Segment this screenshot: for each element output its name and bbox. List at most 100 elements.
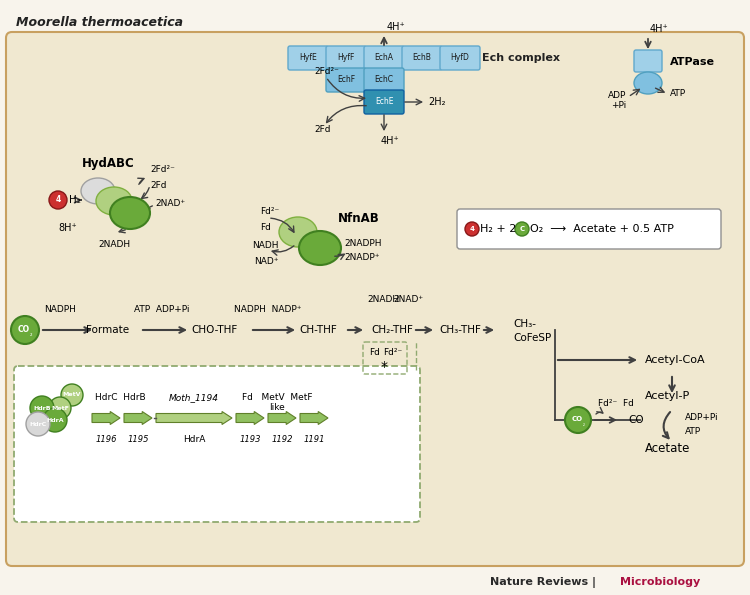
Text: Fd²⁻  Fd: Fd²⁻ Fd [598,399,634,408]
Circle shape [465,222,479,236]
Text: 1191: 1191 [303,435,325,444]
FancyArrow shape [156,412,232,424]
Text: HdrC: HdrC [29,421,46,427]
Text: NADPH  NADP⁺: NADPH NADP⁺ [234,305,302,314]
Text: EchB: EchB [413,54,431,62]
FancyBboxPatch shape [364,68,404,92]
Text: C: C [520,226,524,232]
FancyBboxPatch shape [288,46,328,70]
Circle shape [61,384,83,406]
Circle shape [11,316,39,344]
Circle shape [515,222,529,236]
Text: NAD⁺: NAD⁺ [254,258,278,267]
Text: ₂: ₂ [30,333,32,337]
FancyBboxPatch shape [402,46,442,70]
Text: 1193: 1193 [239,435,261,444]
Text: 2NAD⁺: 2NAD⁺ [155,199,185,208]
Text: Fd²⁻: Fd²⁻ [260,208,279,217]
Text: ATP  ADP+Pi: ATP ADP+Pi [134,305,190,314]
Text: Moth_1194: Moth_1194 [169,393,219,402]
Text: Ech complex: Ech complex [482,53,560,63]
Text: 1192: 1192 [272,435,292,444]
Text: CH₃-: CH₃- [513,319,536,329]
FancyArrow shape [268,412,296,424]
Text: 4H⁺: 4H⁺ [387,22,406,32]
Text: 4H⁺: 4H⁺ [381,136,400,146]
Text: 2Fd²⁻: 2Fd²⁻ [150,165,175,174]
Text: HdrA: HdrA [46,418,64,422]
Circle shape [565,407,591,433]
FancyBboxPatch shape [6,32,744,566]
Text: HyfE: HyfE [299,54,316,62]
Text: 8H⁺: 8H⁺ [58,223,76,233]
FancyBboxPatch shape [326,46,366,70]
Text: 2NAD⁺: 2NAD⁺ [393,295,423,304]
Text: 1195: 1195 [128,435,148,444]
Text: ADP: ADP [608,92,626,101]
Text: Acetate: Acetate [645,441,690,455]
FancyBboxPatch shape [326,68,366,92]
Text: H₂ + 2: H₂ + 2 [480,224,516,234]
Text: Acetyl-P: Acetyl-P [645,391,690,401]
Text: 2NADH: 2NADH [367,295,399,304]
Circle shape [26,412,50,436]
Text: CO: CO [572,416,583,422]
Text: 4: 4 [470,226,475,232]
FancyArrow shape [92,412,120,424]
Ellipse shape [96,187,132,215]
Text: ₂: ₂ [583,422,585,427]
Text: CoFeSP: CoFeSP [513,333,551,343]
Text: 2Fd: 2Fd [314,126,331,134]
Text: Nature Reviews |: Nature Reviews | [490,577,600,587]
Ellipse shape [634,72,662,94]
FancyBboxPatch shape [364,46,404,70]
Ellipse shape [299,231,341,265]
Text: NADH: NADH [252,242,278,250]
Text: NADPH: NADPH [44,305,76,314]
Ellipse shape [81,178,115,204]
FancyBboxPatch shape [634,50,662,72]
Text: HdrC  HdrB: HdrC HdrB [94,393,146,402]
FancyArrow shape [236,412,264,424]
Text: ATP: ATP [670,89,686,99]
Text: like: like [269,403,285,412]
Text: 2H₂: 2H₂ [428,97,445,107]
Text: EchA: EchA [374,54,394,62]
Text: CHO-THF: CHO-THF [192,325,238,335]
Text: CH₂-THF: CH₂-THF [371,325,413,335]
Text: ADP+Pi: ADP+Pi [685,414,718,422]
Text: NfnAB: NfnAB [338,211,380,224]
Text: Fd: Fd [260,224,271,233]
Text: CO: CO [628,415,644,425]
Text: Fd²⁻: Fd²⁻ [383,348,403,357]
Text: Acetyl-CoA: Acetyl-CoA [645,355,706,365]
Text: 4: 4 [56,196,61,205]
Text: ATPase: ATPase [670,57,715,67]
Text: 2NADP⁺: 2NADP⁺ [344,253,380,262]
Circle shape [30,396,54,420]
Ellipse shape [279,217,317,247]
Text: MetV: MetV [63,393,81,397]
Text: HydABC: HydABC [82,157,135,170]
FancyBboxPatch shape [440,46,480,70]
Text: 2NADH: 2NADH [98,240,130,249]
Text: ATP: ATP [685,427,701,437]
Text: 4H⁺: 4H⁺ [650,24,669,34]
Circle shape [43,408,67,432]
Text: *: * [380,360,388,374]
Text: EchC: EchC [374,76,394,84]
Text: HyfD: HyfD [451,54,470,62]
Text: EchE: EchE [375,98,393,107]
Circle shape [49,397,71,419]
Text: HdrB: HdrB [33,406,51,411]
Text: CH₃-THF: CH₃-THF [439,325,481,335]
Text: Moorella thermoacetica: Moorella thermoacetica [16,15,183,29]
Text: +Pi: +Pi [610,102,626,111]
Text: Fd   MetV  MetF: Fd MetV MetF [242,393,312,402]
Text: O₂  ⟶  Acetate + 0.5 ATP: O₂ ⟶ Acetate + 0.5 ATP [530,224,674,234]
Circle shape [49,191,67,209]
Text: EchF: EchF [337,76,355,84]
Text: Formate: Formate [86,325,130,335]
Text: 2NADPH: 2NADPH [344,240,382,249]
Text: 1196: 1196 [95,435,117,444]
